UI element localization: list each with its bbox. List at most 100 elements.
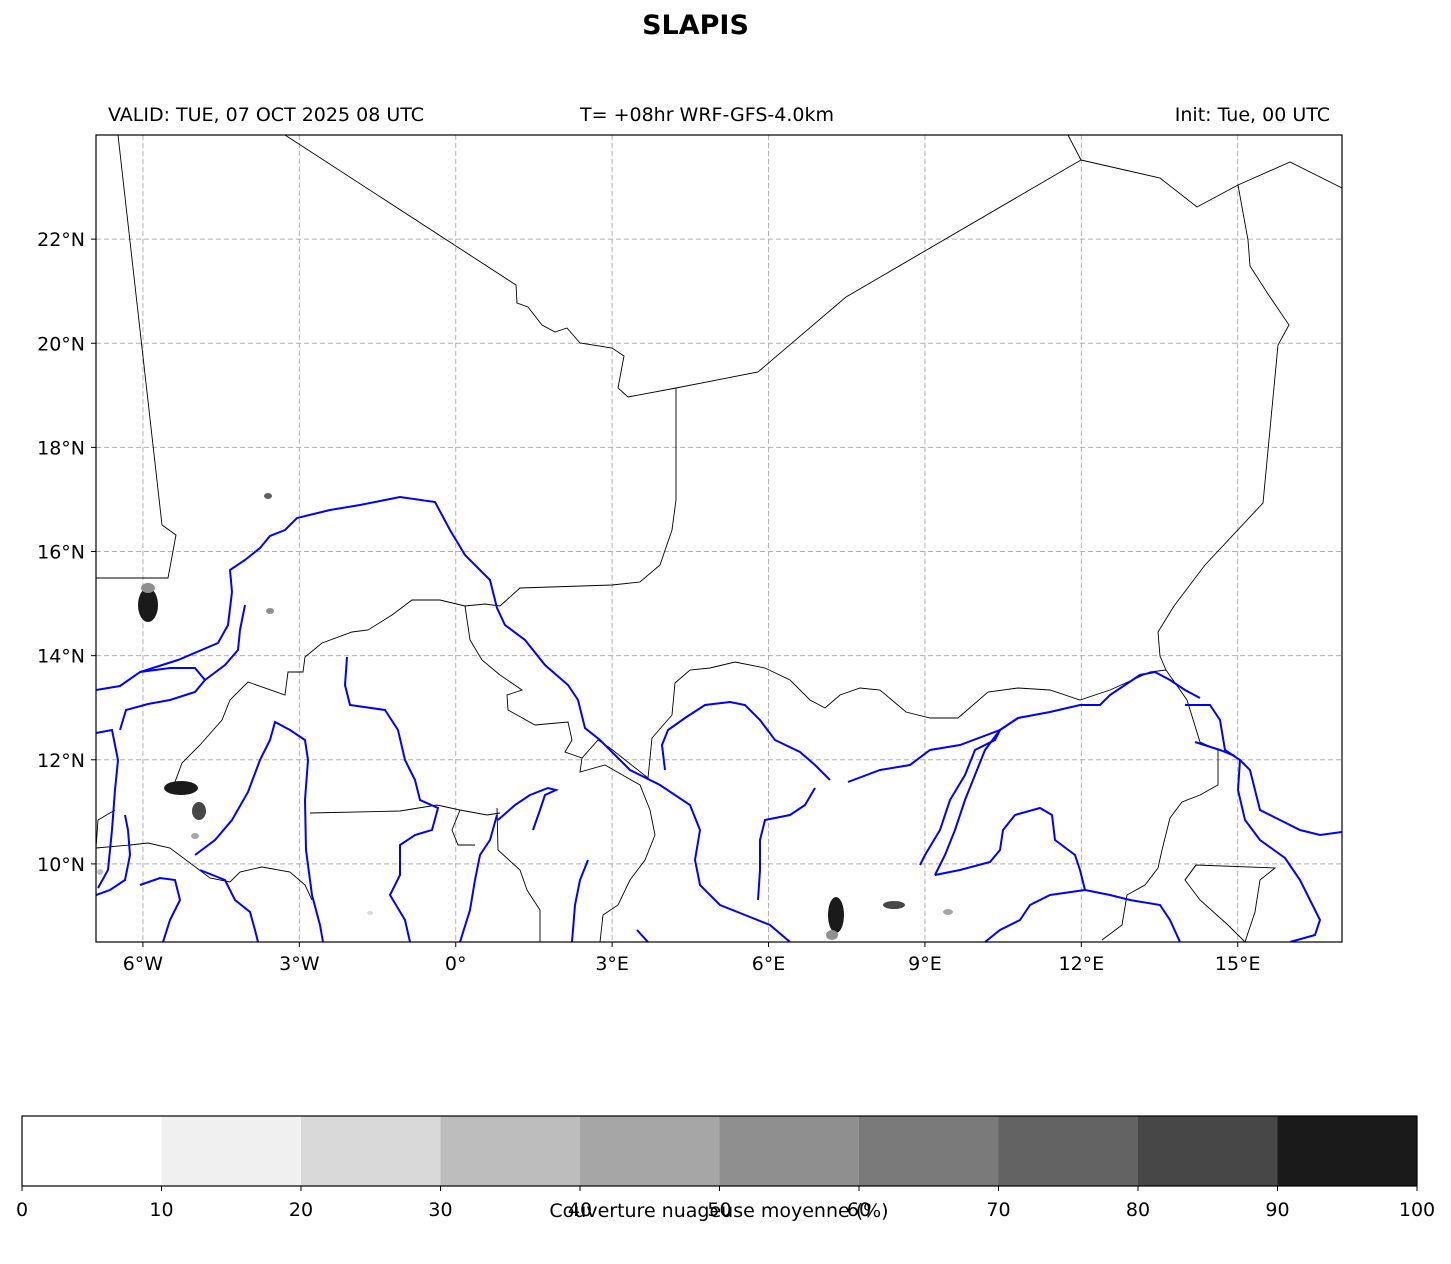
cloud-patch-nigeria-c: [943, 909, 953, 915]
river-gongola: [919, 729, 1001, 866]
river-chari-b: [1194, 741, 1236, 757]
colorbar-cell: [161, 1116, 302, 1186]
river-ci-west: [96, 814, 132, 896]
river-oti-b: [497, 786, 560, 831]
border-benin-togo: [496, 807, 541, 942]
river-niger-branch-mali: [119, 667, 207, 731]
colorbar-tick-label: 40: [568, 1199, 592, 1221]
lon-tick-label: 3°E: [595, 953, 629, 975]
map-frame: [95, 134, 1343, 943]
border-benin-nigeria: [579, 757, 656, 942]
init-time-label: Init: Tue, 00 UTC: [1174, 104, 1330, 126]
latitude-ticks: 10°N 12°N 14°N 16°N 18°N 20°N 22°N: [37, 229, 96, 876]
border-ghana-togo: [451, 809, 475, 846]
colorbar-tick-label: 90: [1265, 1199, 1289, 1221]
river-volta-white: [343, 656, 440, 942]
border-chad-niger: [1157, 184, 1290, 671]
lat-tick-label: 20°N: [37, 333, 85, 355]
lat-tick-label: 14°N: [37, 646, 85, 668]
border-ci-burkina: [96, 842, 313, 901]
border-chad-car: [1184, 864, 1277, 942]
colorbar-cells: [22, 1116, 1418, 1186]
cloud-patch-mali-north: [264, 493, 272, 499]
valid-time-label: VALID: TUE, 07 OCT 2025 08 UTC: [108, 104, 424, 126]
cloud-patch-ci-burkina: [164, 781, 198, 795]
river-benin-north: [636, 929, 649, 942]
colorbar-cell: [22, 1116, 162, 1186]
river-mono: [571, 859, 589, 942]
river-sokoto: [660, 700, 831, 781]
lon-tick-label: 6°W: [123, 953, 164, 975]
border-nigeria-chad-cameroon: [1101, 669, 1219, 941]
river-senegal-left: [139, 876, 182, 942]
river-logone: [1236, 759, 1322, 942]
cloud-patch-ghana: [367, 911, 373, 915]
river-niger-delta: [228, 495, 791, 942]
lon-tick-label: 3°W: [279, 953, 320, 975]
rivers: [96, 495, 1342, 942]
forecast-model-label: T= +08hr WRF-GFS-4.0km: [580, 104, 834, 126]
cloud-patch-ci-burkina-c: [191, 833, 199, 839]
river-niger-upper: [96, 591, 233, 691]
river-gongola-b: [934, 806, 1181, 942]
longitude-ticks: 6°W 3°W 0° 3°E 6°E 9°E 12°E 15°E: [123, 942, 1261, 975]
lon-tick-label: 6°E: [752, 953, 786, 975]
colorbar-tick-label: 80: [1126, 1199, 1150, 1221]
colorbar-cell: [1138, 1116, 1278, 1186]
border-burkina-ghana: [309, 804, 501, 816]
map-gridlines: [96, 135, 1342, 942]
border-cameroon-chad-south: [1184, 864, 1246, 942]
lon-tick-label: 9°E: [908, 953, 942, 975]
river-kaduna: [757, 787, 816, 901]
colorbar-cell: [301, 1116, 441, 1186]
lat-tick-label: 18°N: [37, 437, 85, 459]
lat-tick-label: 22°N: [37, 229, 85, 251]
colorbar-cell: [859, 1116, 999, 1186]
cloud-patch-ci-burkina-b: [192, 802, 206, 820]
cloud-patch-nigeria-a-halo: [826, 930, 838, 940]
cloud-patch-mauritania: [138, 588, 158, 622]
colorbar-cell: [1277, 1116, 1418, 1186]
river-mali-small-a: [204, 604, 246, 681]
colorbar-label: Couverture nuageuse moyenne (%): [549, 1200, 888, 1222]
cloud-patch-west-edge: [97, 869, 103, 875]
colorbar-tick-label: 60: [847, 1199, 871, 1221]
border-burkina-niger: [464, 605, 611, 759]
river-chari: [1185, 704, 1342, 837]
border-mauritania-mali: [96, 135, 177, 579]
cloud-patch-mali-small: [266, 608, 274, 614]
river-komadugu: [847, 670, 1201, 783]
river-volta-black: [194, 720, 324, 942]
border-libya: [1080, 159, 1342, 208]
cloud-patch-nigeria-a: [828, 897, 844, 933]
river-cavally: [199, 869, 259, 942]
border-algeria-niger: [675, 135, 1082, 389]
lon-tick-label: 15°E: [1215, 953, 1261, 975]
cloud-patches: [97, 493, 953, 940]
cloud-patch-mauritania-halo: [141, 583, 155, 593]
country-borders: [96, 135, 1342, 942]
colorbar-cell: [580, 1116, 720, 1186]
river-benue: [984, 889, 1086, 942]
river-bani: [96, 728, 120, 889]
lat-tick-label: 10°N: [37, 854, 85, 876]
river-oti: [459, 814, 498, 942]
border-mali-niger: [171, 388, 677, 791]
lon-tick-label: 0°: [445, 953, 467, 975]
cloud-patch-nigeria-b: [883, 901, 905, 909]
lon-tick-label: 12°E: [1058, 953, 1104, 975]
colorbar-cell: [719, 1116, 860, 1186]
lat-tick-label: 16°N: [37, 542, 85, 564]
map-layers: [96, 135, 1342, 942]
colorbar-tick-label: 100: [1399, 1199, 1435, 1221]
border-algeria-mali: [284, 135, 677, 398]
colorbar-tick-label: 20: [289, 1199, 313, 1221]
colorbar-tick-label: 70: [986, 1199, 1010, 1221]
colorbar-tick-label: 30: [428, 1199, 452, 1221]
map-title: SLAPIS: [642, 10, 749, 41]
colorbar-cell: [440, 1116, 581, 1186]
lat-tick-label: 12°N: [37, 750, 85, 772]
colorbar-tick-label: 10: [149, 1199, 173, 1221]
colorbar-cell: [998, 1116, 1139, 1186]
